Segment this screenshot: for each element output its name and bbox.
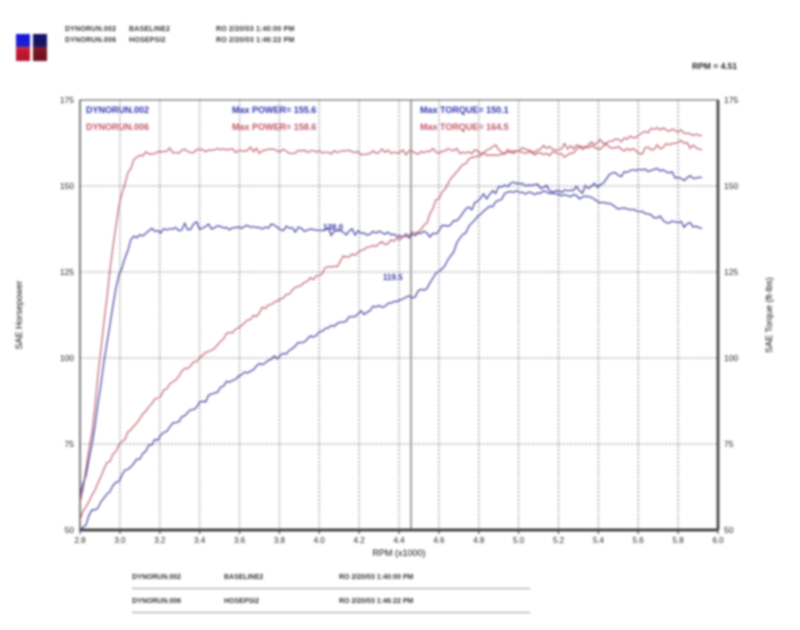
svg-text:4.4: 4.4 (393, 536, 405, 545)
svg-text:75: 75 (65, 439, 75, 449)
svg-text:100: 100 (724, 353, 738, 363)
svg-text:SAE Horsepower: SAE Horsepower (14, 280, 24, 349)
svg-text:119.5: 119.5 (383, 273, 403, 282)
svg-text:125: 125 (60, 267, 74, 277)
svg-text:50: 50 (65, 525, 75, 535)
svg-text:3.6: 3.6 (234, 536, 246, 545)
svg-text:5.6: 5.6 (633, 536, 645, 545)
svg-text:5.0: 5.0 (513, 536, 525, 545)
svg-text:2.8: 2.8 (74, 536, 86, 545)
svg-text:150: 150 (724, 181, 738, 191)
svg-text:125: 125 (724, 267, 738, 277)
svg-text:100: 100 (60, 353, 74, 363)
svg-text:4.6: 4.6 (433, 536, 445, 545)
svg-text:4.8: 4.8 (473, 536, 485, 545)
svg-text:6.0: 6.0 (712, 536, 724, 545)
svg-text:DYNORUN.002: DYNORUN.002 (86, 105, 149, 115)
svg-text:3.2: 3.2 (154, 536, 166, 545)
svg-text:RPM (x1000): RPM (x1000) (372, 548, 425, 558)
svg-text:5.4: 5.4 (593, 536, 605, 545)
svg-text:4.2: 4.2 (354, 536, 366, 545)
svg-text:175: 175 (60, 95, 74, 105)
svg-text:3.4: 3.4 (194, 536, 206, 545)
svg-text:3.0: 3.0 (114, 536, 126, 545)
svg-text:Max TORQUE= 150.1: Max TORQUE= 150.1 (420, 105, 509, 115)
svg-text:175: 175 (724, 95, 738, 105)
svg-text:5.8: 5.8 (673, 536, 685, 545)
svg-text:4.0: 4.0 (314, 536, 326, 545)
svg-text:150: 150 (60, 181, 74, 191)
svg-text:Max POWER= 155.6: Max POWER= 155.6 (232, 105, 316, 115)
svg-text:5.2: 5.2 (553, 536, 565, 545)
svg-text:138.0: 138.0 (323, 223, 344, 232)
svg-text:SAE Torque (ft-lbs): SAE Torque (ft-lbs) (764, 277, 774, 353)
svg-text:DYNORUN.006: DYNORUN.006 (86, 122, 149, 132)
svg-text:50: 50 (724, 525, 734, 535)
svg-text:Max TORQUE= 164.5: Max TORQUE= 164.5 (420, 122, 509, 132)
svg-text:3.8: 3.8 (274, 536, 286, 545)
svg-text:Max POWER= 158.6: Max POWER= 158.6 (232, 122, 316, 132)
svg-text:75: 75 (724, 439, 734, 449)
